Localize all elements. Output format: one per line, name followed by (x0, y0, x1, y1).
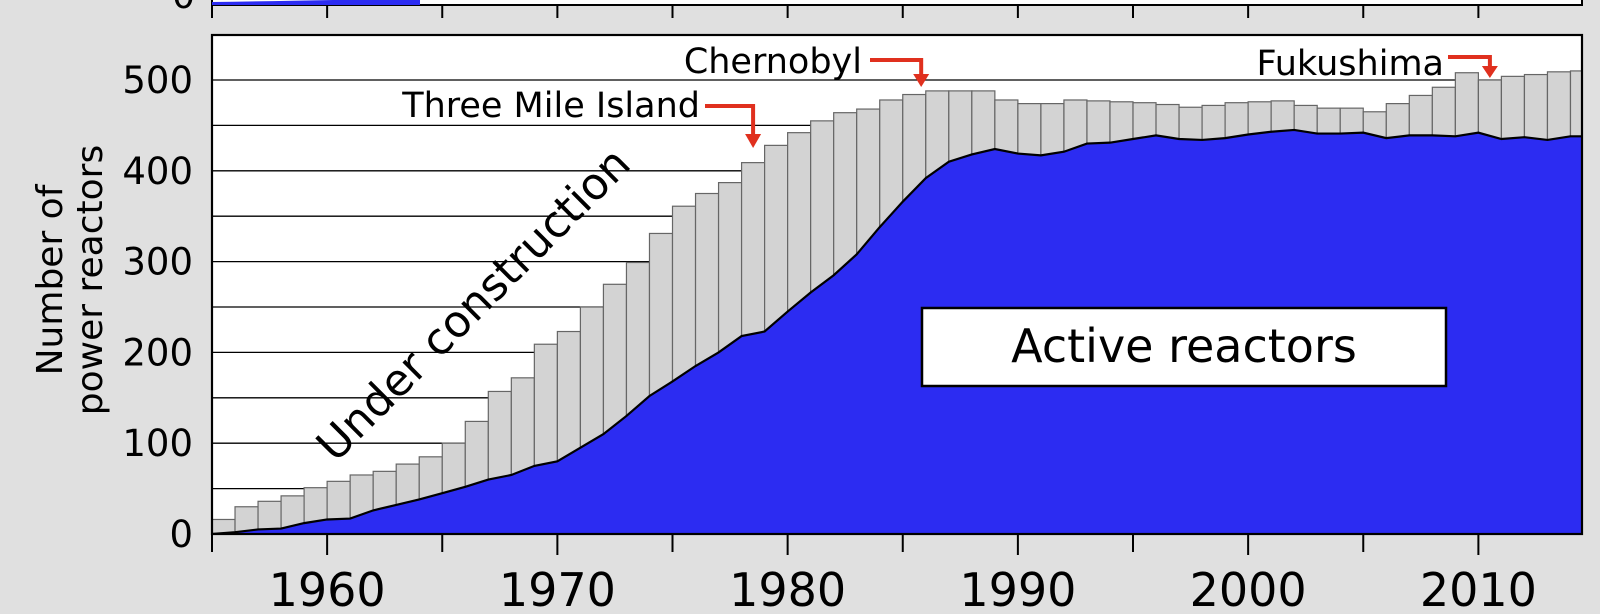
arrowhead-fukushima (1481, 66, 1498, 78)
annotation-chernobyl: Chernobyl (684, 42, 862, 82)
x-tick-label: 1970 (499, 563, 616, 614)
y-label-group: Number of power reactors (30, 145, 111, 415)
active-area (212, 129, 1582, 534)
x-tick-label: 2000 (1190, 563, 1307, 614)
top-strip-area (212, 0, 420, 5)
y-tick-label: 0 (169, 513, 193, 556)
annotation-three-mile-island: Three Mile Island (401, 86, 700, 126)
arrowhead-three-mile-island (745, 134, 762, 148)
y-tick-label: 400 (122, 150, 193, 193)
arrow-chernobyl (870, 58, 924, 76)
x-tick-label: 2010 (1420, 563, 1537, 614)
arrow-fukushima (1448, 55, 1492, 68)
y-label-line: power reactors (70, 145, 111, 415)
active-line (211, 128, 1582, 536)
plot-frame (210, 33, 1584, 536)
top-strip-frame (211, 0, 1583, 6)
x-axis: 1960 1970 1980 1990 2000 2010 (211, 534, 1537, 614)
top-strip-panel: 0 (172, 0, 1583, 18)
arrowhead-chernobyl (913, 74, 930, 87)
arrow-three-mile-island (705, 104, 756, 136)
y-label-line: Number of (30, 183, 71, 375)
x-tick-label: 1960 (269, 563, 386, 614)
y-tick-label: 100 (122, 422, 193, 465)
annotation-fukushima: Fukushima (1257, 44, 1444, 84)
x-tick-label: 1990 (959, 563, 1076, 614)
y-axis-label: Number of power reactors (30, 145, 111, 415)
y-tick-label: 300 (122, 241, 193, 284)
y-tick-label: 200 (122, 331, 193, 374)
y-tick-label: 500 (122, 59, 193, 102)
active-reactors-label: Active reactors (1011, 319, 1357, 373)
y-axis: 0 100 200 300 400 500 (122, 59, 193, 556)
x-tick-label: 1980 (729, 563, 846, 614)
top-strip-tick-label: 0 (172, 0, 195, 17)
active-label-box (920, 306, 1448, 388)
